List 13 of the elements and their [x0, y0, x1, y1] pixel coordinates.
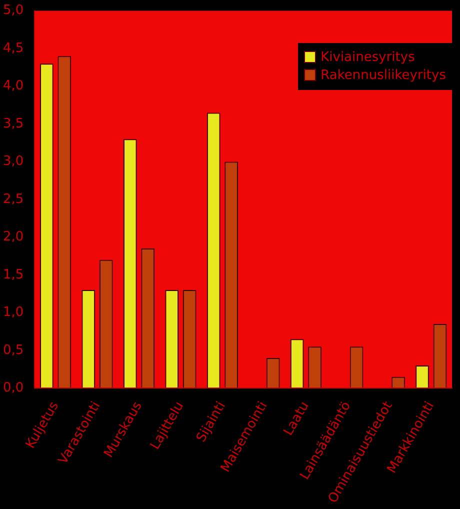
legend-label: Kiviainesyritys [320, 50, 415, 65]
y-tick-label: 3,0 [2, 154, 24, 170]
y-tick-label: 4,5 [2, 40, 24, 56]
y-tick-label: 1,5 [2, 267, 24, 282]
y-tick-label: 0,0 [2, 380, 24, 396]
y-tick-label: 1,0 [2, 305, 24, 320]
y-tick-label: 5,0 [2, 3, 24, 18]
y-tick-label: 0,5 [2, 342, 24, 358]
y-tick-label: 2,5 [2, 192, 24, 207]
legend-label: Rakennusliikeyritys [320, 68, 446, 83]
y-tick-label: 2,0 [2, 230, 24, 245]
y-tick-label: 3,5 [2, 116, 24, 132]
y-tick-label: 4,0 [2, 78, 24, 94]
